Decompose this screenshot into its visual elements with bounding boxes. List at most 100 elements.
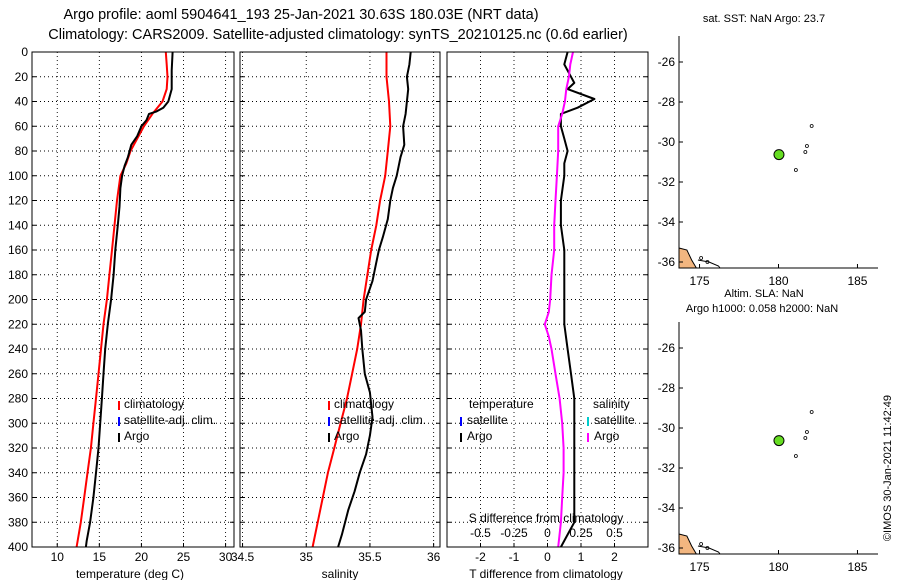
depth-tick-label: 40 (15, 95, 29, 109)
land-area (678, 247, 698, 269)
difference-legend-temperature: temperature satellite Argo (460, 397, 534, 443)
island-marker (805, 144, 809, 148)
lat-tick-label: -32 (658, 175, 676, 189)
difference-panel: -2 -1 0 1 2 -0.5 -0.25 0 0.25 0.5 S difference f… (446, 51, 649, 580)
legend-satellite: satellite-adj. clim. (124, 413, 216, 427)
lat-tick-label: -26 (658, 55, 676, 69)
lat-tick-label: -34 (658, 501, 676, 515)
x-tick-label: 1 (578, 550, 585, 564)
temperature-frame (31, 51, 235, 548)
lon-tick-label: 180 (768, 274, 788, 288)
lat-tick-label: -30 (658, 421, 676, 435)
x2-tick-label: -0.25 (500, 526, 528, 540)
salinity-panel: 34.5 35 35.5 36 salinity climatology satell… (231, 51, 441, 580)
depth-tick-label: 280 (8, 392, 28, 406)
legend-temperature-title: temperature (469, 397, 534, 411)
x-tick-label: 15 (93, 550, 107, 564)
x2-tick-label: 0.25 (569, 526, 593, 540)
temperature-xlabel: temperature (deg C) (76, 567, 184, 580)
sst-map: -26 -28 -30 -32 -34 -36 175 180 185 (658, 36, 878, 288)
depth-tick-label: 120 (8, 194, 28, 208)
salinity-legend: climatology satellite-adj. clim. Argo (328, 397, 426, 443)
lat-tick-label: -30 (658, 135, 676, 149)
x-tick-label: 36 (427, 550, 441, 564)
island-marker (809, 410, 814, 414)
sla-map-subtitle: Argo h1000: 0.058 h2000: NaN (686, 303, 838, 315)
difference-grid (447, 51, 648, 548)
depth-tick-label: 180 (8, 268, 28, 282)
island-marker (803, 436, 808, 440)
island-marker (809, 124, 814, 128)
island-marker (793, 168, 798, 172)
difference-xticks: -2 -1 0 1 2 (475, 550, 618, 564)
temperature-series (75, 51, 174, 548)
series-line-climatology (311, 52, 392, 548)
sla-map-title: Altim. SLA: NaN (724, 288, 804, 300)
lat-tick-label: -28 (658, 95, 676, 109)
salinity-series (311, 51, 412, 548)
island-marker (705, 546, 710, 550)
t-difference-xlabel: T difference from climatology (469, 567, 623, 580)
lat-tick-label: -28 (658, 381, 676, 395)
difference-series (543, 51, 596, 548)
legend-salinity-argo: Argo (594, 429, 620, 443)
lon-tick-label: 175 (690, 274, 710, 288)
legend-climatology: climatology (124, 397, 184, 411)
x-tick-label: -2 (475, 550, 486, 564)
depth-tick-label: 20 (15, 70, 29, 84)
salinity-xlabel: salinity (322, 567, 359, 580)
lat-tick-label: -34 (658, 215, 676, 229)
imos-credit: ©IMOS 30-Jan-2021 11:42:49 (882, 395, 894, 541)
depth-tick-label: 260 (8, 367, 28, 381)
lon-tick-label: 175 (690, 560, 710, 574)
depth-tick-label: 400 (8, 540, 28, 554)
coastline (697, 259, 721, 269)
x-tick-label: 34.5 (231, 550, 255, 564)
difference-legend-salinity: salinity satellite Argo (587, 397, 635, 443)
title-line-2: Climatology: CARS2009. Satellite-adjuste… (48, 27, 628, 43)
salinity-xticks: 34.5 35 35.5 36 (231, 550, 441, 564)
depth-tick-label: 200 (8, 293, 28, 307)
difference-frame (446, 51, 649, 548)
island-marker (805, 430, 809, 434)
temperature-legend: climatology satellite-adj. clim. Argo (118, 397, 216, 443)
series-line-argo (337, 51, 412, 548)
series-line-climatology (75, 51, 169, 548)
temperature-panel: 10 15 20 25 30 temperature (deg C) climatolo… (31, 51, 235, 580)
x2-tick-label: -0.5 (470, 526, 491, 540)
difference-x2ticks: -0.5 -0.25 0 0.25 0.5 (470, 526, 623, 540)
lon-tick-label: 185 (847, 274, 867, 288)
island-marker (803, 150, 808, 154)
x-tick-label: 25 (177, 550, 191, 564)
island-marker (699, 256, 704, 260)
x-tick-label: 35.5 (358, 550, 382, 564)
title-line-1: Argo profile: aoml 5904641_193 25-Jan-20… (63, 7, 538, 23)
depth-tick-label: 300 (8, 416, 28, 430)
legend-satellite: satellite-adj. clim. (334, 413, 426, 427)
x-tick-label: 10 (51, 550, 65, 564)
lon-tick-label: 180 (768, 560, 788, 574)
sla-map: -26 -28 -30 -32 -34 -36 175 180 185 (658, 322, 878, 574)
depth-axis: 0 20 40 60 80 100 120 140 160 180 200 220 240 260 280 3… (8, 45, 28, 554)
series-line-t-argo-minus-climatology (559, 51, 596, 548)
legend-temperature-satellite: satellite (467, 413, 508, 427)
depth-tick-label: 380 (8, 515, 28, 529)
temperature-grid (32, 51, 234, 548)
x-tick-label: 30 (219, 550, 233, 564)
depth-tick-label: 100 (8, 169, 28, 183)
s-difference-xlabel: S difference from climatology (469, 511, 624, 525)
argo-float-marker (773, 435, 785, 447)
legend-salinity-title: salinity (593, 397, 630, 411)
lon-tick-label: 185 (847, 560, 867, 574)
x-tick-label: 20 (135, 550, 149, 564)
depth-tick-label: 220 (8, 317, 28, 331)
series-line-s-argo-minus-climatology (543, 51, 574, 548)
sst-map-title: sat. SST: NaN Argo: 23.7 (703, 13, 825, 25)
island-marker (793, 454, 798, 458)
legend-argo: Argo (334, 429, 360, 443)
x-tick-label: 35 (300, 550, 314, 564)
x2-tick-label: 0.5 (606, 526, 623, 540)
coastline (697, 545, 721, 555)
depth-tick-label: 340 (8, 466, 28, 480)
